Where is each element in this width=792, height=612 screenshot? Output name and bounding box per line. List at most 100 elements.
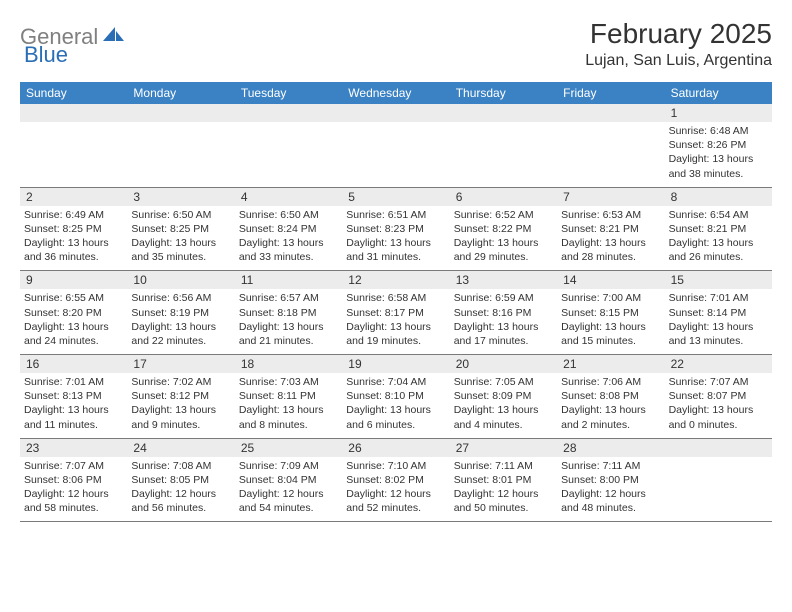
day-cell: 24Sunrise: 7:08 AMSunset: 8:05 PMDayligh… <box>127 439 234 522</box>
daylight-text: Daylight: 13 hours and 28 minutes. <box>561 236 660 264</box>
day-info: Sunrise: 6:58 AMSunset: 8:17 PMDaylight:… <box>346 289 445 348</box>
daylight-text: Daylight: 12 hours and 50 minutes. <box>454 487 553 515</box>
daylight-text: Daylight: 13 hours and 9 minutes. <box>131 403 230 431</box>
day-header-thursday: Thursday <box>450 82 557 104</box>
daylight-text: Daylight: 13 hours and 0 minutes. <box>669 403 768 431</box>
day-number: 15 <box>665 271 772 289</box>
sunrise-text: Sunrise: 7:03 AM <box>239 375 338 389</box>
sunset-text: Sunset: 8:08 PM <box>561 389 660 403</box>
day-cell: 18Sunrise: 7:03 AMSunset: 8:11 PMDayligh… <box>235 355 342 438</box>
day-number <box>127 104 234 122</box>
day-cell <box>665 439 772 522</box>
day-number: 10 <box>127 271 234 289</box>
title-block: February 2025 Lujan, San Luis, Argentina <box>585 18 772 70</box>
sunset-text: Sunset: 8:24 PM <box>239 222 338 236</box>
day-header-saturday: Saturday <box>665 82 772 104</box>
sunset-text: Sunset: 8:16 PM <box>454 306 553 320</box>
sunrise-text: Sunrise: 6:50 AM <box>131 208 230 222</box>
day-info: Sunrise: 6:50 AMSunset: 8:24 PMDaylight:… <box>239 206 338 265</box>
sunrise-text: Sunrise: 6:51 AM <box>346 208 445 222</box>
day-header-monday: Monday <box>127 82 234 104</box>
sunrise-text: Sunrise: 7:06 AM <box>561 375 660 389</box>
day-cell: 12Sunrise: 6:58 AMSunset: 8:17 PMDayligh… <box>342 271 449 354</box>
day-cell: 7Sunrise: 6:53 AMSunset: 8:21 PMDaylight… <box>557 188 664 271</box>
day-info: Sunrise: 6:56 AMSunset: 8:19 PMDaylight:… <box>131 289 230 348</box>
day-info: Sunrise: 7:04 AMSunset: 8:10 PMDaylight:… <box>346 373 445 432</box>
week-row: 2Sunrise: 6:49 AMSunset: 8:25 PMDaylight… <box>20 188 772 272</box>
sunset-text: Sunset: 8:18 PM <box>239 306 338 320</box>
day-info: Sunrise: 7:05 AMSunset: 8:09 PMDaylight:… <box>454 373 553 432</box>
day-cell <box>342 104 449 187</box>
daylight-text: Daylight: 12 hours and 54 minutes. <box>239 487 338 515</box>
day-number: 3 <box>127 188 234 206</box>
sunset-text: Sunset: 8:01 PM <box>454 473 553 487</box>
day-header-friday: Friday <box>557 82 664 104</box>
day-info: Sunrise: 7:00 AMSunset: 8:15 PMDaylight:… <box>561 289 660 348</box>
day-number: 9 <box>20 271 127 289</box>
day-info: Sunrise: 7:09 AMSunset: 8:04 PMDaylight:… <box>239 457 338 516</box>
sunrise-text: Sunrise: 7:05 AM <box>454 375 553 389</box>
day-number: 14 <box>557 271 664 289</box>
daylight-text: Daylight: 13 hours and 21 minutes. <box>239 320 338 348</box>
daylight-text: Daylight: 13 hours and 38 minutes. <box>669 152 768 180</box>
day-info: Sunrise: 7:02 AMSunset: 8:12 PMDaylight:… <box>131 373 230 432</box>
daylight-text: Daylight: 13 hours and 22 minutes. <box>131 320 230 348</box>
daylight-text: Daylight: 13 hours and 29 minutes. <box>454 236 553 264</box>
sunset-text: Sunset: 8:19 PM <box>131 306 230 320</box>
day-number: 27 <box>450 439 557 457</box>
day-cell: 14Sunrise: 7:00 AMSunset: 8:15 PMDayligh… <box>557 271 664 354</box>
day-cell: 11Sunrise: 6:57 AMSunset: 8:18 PMDayligh… <box>235 271 342 354</box>
day-number: 1 <box>665 104 772 122</box>
day-cell <box>235 104 342 187</box>
daylight-text: Daylight: 13 hours and 24 minutes. <box>24 320 123 348</box>
header: General February 2025 Lujan, San Luis, A… <box>20 18 772 70</box>
day-number: 16 <box>20 355 127 373</box>
day-info: Sunrise: 7:03 AMSunset: 8:11 PMDaylight:… <box>239 373 338 432</box>
day-number: 18 <box>235 355 342 373</box>
day-info: Sunrise: 6:51 AMSunset: 8:23 PMDaylight:… <box>346 206 445 265</box>
day-cell: 6Sunrise: 6:52 AMSunset: 8:22 PMDaylight… <box>450 188 557 271</box>
day-cell: 5Sunrise: 6:51 AMSunset: 8:23 PMDaylight… <box>342 188 449 271</box>
day-cell: 22Sunrise: 7:07 AMSunset: 8:07 PMDayligh… <box>665 355 772 438</box>
sunrise-text: Sunrise: 7:01 AM <box>24 375 123 389</box>
week-row: 9Sunrise: 6:55 AMSunset: 8:20 PMDaylight… <box>20 271 772 355</box>
day-info: Sunrise: 7:01 AMSunset: 8:13 PMDaylight:… <box>24 373 123 432</box>
day-info: Sunrise: 7:08 AMSunset: 8:05 PMDaylight:… <box>131 457 230 516</box>
week-row: 23Sunrise: 7:07 AMSunset: 8:06 PMDayligh… <box>20 439 772 523</box>
sunrise-text: Sunrise: 7:07 AM <box>669 375 768 389</box>
day-info: Sunrise: 6:54 AMSunset: 8:21 PMDaylight:… <box>669 206 768 265</box>
sunset-text: Sunset: 8:15 PM <box>561 306 660 320</box>
sunset-text: Sunset: 8:06 PM <box>24 473 123 487</box>
logo-sail-icon <box>103 25 125 48</box>
day-cell: 27 Sunrise: 7:11 AMSunset: 8:01 PMDayligh… <box>450 439 557 522</box>
day-info: Sunrise: 7:07 AMSunset: 8:06 PMDaylight:… <box>24 457 123 516</box>
sunset-text: Sunset: 8:21 PM <box>669 222 768 236</box>
daylight-text: Daylight: 13 hours and 13 minutes. <box>669 320 768 348</box>
day-cell: 19Sunrise: 7:04 AMSunset: 8:10 PMDayligh… <box>342 355 449 438</box>
sunrise-text: Sunrise: 7:01 AM <box>669 291 768 305</box>
day-cell: 3Sunrise: 6:50 AMSunset: 8:25 PMDaylight… <box>127 188 234 271</box>
logo-text-blue: Blue <box>24 42 68 67</box>
sunrise-text: Sunrise: 6:53 AM <box>561 208 660 222</box>
day-header-wednesday: Wednesday <box>342 82 449 104</box>
sunrise-text: Sunrise: 7:11 AM <box>454 459 553 473</box>
sunrise-text: Sunrise: 7:00 AM <box>561 291 660 305</box>
sunrise-text: Sunrise: 6:54 AM <box>669 208 768 222</box>
day-cell: 21Sunrise: 7:06 AMSunset: 8:08 PMDayligh… <box>557 355 664 438</box>
day-number <box>20 104 127 122</box>
sunset-text: Sunset: 8:21 PM <box>561 222 660 236</box>
calendar-page: General February 2025 Lujan, San Luis, A… <box>0 0 792 522</box>
sunrise-text: Sunrise: 7:11 AM <box>561 459 660 473</box>
sunrise-text: Sunrise: 7:07 AM <box>24 459 123 473</box>
sunrise-text: Sunrise: 6:56 AM <box>131 291 230 305</box>
daylight-text: Daylight: 13 hours and 31 minutes. <box>346 236 445 264</box>
location: Lujan, San Luis, Argentina <box>585 52 772 70</box>
sunrise-text: Sunrise: 7:10 AM <box>346 459 445 473</box>
sunrise-text: Sunrise: 6:50 AM <box>239 208 338 222</box>
sunrise-text: Sunrise: 6:59 AM <box>454 291 553 305</box>
day-cell: 8Sunrise: 6:54 AMSunset: 8:21 PMDaylight… <box>665 188 772 271</box>
day-number <box>342 104 449 122</box>
daylight-text: Daylight: 12 hours and 56 minutes. <box>131 487 230 515</box>
sunset-text: Sunset: 8:12 PM <box>131 389 230 403</box>
day-number: 8 <box>665 188 772 206</box>
